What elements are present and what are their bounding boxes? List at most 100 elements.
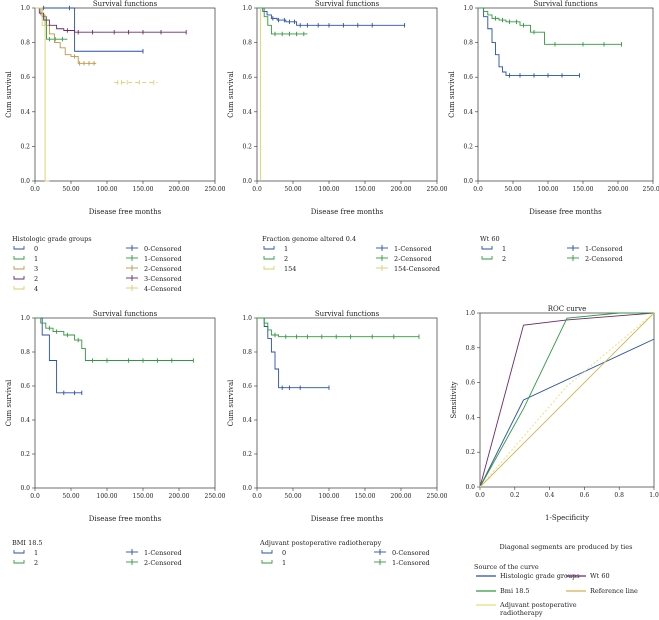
legend-label: 154 — [284, 265, 296, 273]
y-tick-label: 0.8 — [242, 40, 252, 47]
legend-label: 4 — [34, 285, 38, 293]
legend-label: 3 — [34, 265, 38, 273]
legend-swatch — [13, 276, 25, 280]
y-tick-label: 1.0 — [20, 315, 30, 322]
y-tick-label: 0.2 — [463, 143, 473, 150]
series-1 — [257, 7, 405, 26]
y-tick-label: 0.8 — [20, 349, 30, 356]
y-tick-label: 0.0 — [242, 178, 252, 185]
y-axis-label: Cum survival — [227, 70, 235, 117]
legend-label: 1-Censored — [144, 549, 182, 557]
legend-label: 3-Censored — [144, 275, 182, 283]
plot-frame — [34, 317, 216, 489]
chart-title: Survival functions — [93, 310, 158, 318]
roc-legend-label: Reference line — [590, 587, 638, 595]
series-2 — [35, 317, 194, 361]
y-tick-label: 0.8 — [465, 345, 475, 352]
x-tick-label: 50.00 — [504, 186, 521, 193]
legend-swatch — [13, 550, 25, 554]
y-tick-label: 0.0 — [242, 485, 252, 492]
y-tick-label: 0.0 — [20, 485, 30, 492]
x-tick-label: 0.6 — [580, 492, 590, 499]
y-tick-label: 0.0 — [463, 178, 473, 185]
legend-swatch — [263, 246, 275, 250]
series-Wt 60 — [479, 312, 655, 488]
series-1 — [35, 7, 68, 40]
x-tick-label: 200.00 — [169, 186, 190, 193]
y-axis-label: Cum survival — [5, 379, 13, 426]
y-tick-label: 0.2 — [465, 449, 475, 456]
roc-legend-label: Adjuvant postoperative — [499, 601, 577, 609]
x-tick-label: 100.00 — [97, 493, 118, 500]
legend-label: 1 — [34, 255, 38, 263]
y-tick-label: 0.4 — [465, 414, 475, 421]
y-tick-label: 1.0 — [20, 5, 30, 12]
legend-label: 2 — [502, 255, 506, 263]
y-tick-label: 0.4 — [242, 417, 252, 424]
y-axis-label: Cum survival — [227, 379, 235, 426]
legend-swatch — [481, 246, 493, 250]
x-tick-label: 150.00 — [133, 186, 154, 193]
x-tick-label: 200.00 — [608, 186, 629, 193]
y-tick-label: 0.2 — [242, 143, 252, 150]
chart-title: Survival functions — [315, 0, 380, 8]
x-tick-label: 1.0 — [649, 492, 659, 499]
chart-title: Survival functions — [533, 0, 598, 8]
x-tick-label: 200.00 — [391, 186, 412, 193]
legend-label: 0 — [282, 549, 286, 557]
plot-frame — [256, 7, 438, 182]
y-tick-label: 0.8 — [20, 40, 30, 47]
series-2 — [257, 7, 308, 35]
series-1 — [257, 317, 419, 338]
legend-label: 1-Censored — [144, 255, 182, 263]
legend-label: 2-Censored — [144, 265, 182, 273]
x-tick-label: 250.00 — [427, 186, 448, 193]
legend-label: 2-Censored — [585, 255, 623, 263]
series-Histologic grade groups — [479, 338, 655, 488]
legend-label: 2 — [34, 559, 38, 567]
x-tick-label: 100.00 — [319, 493, 340, 500]
legend-label: 0-Censored — [392, 549, 430, 557]
y-tick-label: 1.0 — [242, 5, 252, 12]
legend-title: BMI 18.5 — [12, 539, 43, 547]
y-tick-label: 0.2 — [20, 143, 30, 150]
y-tick-label: 0.0 — [20, 178, 30, 185]
x-tick-label: 0.4 — [545, 492, 555, 499]
x-tick-label: 0.2 — [510, 492, 520, 499]
x-tick-label: 0.0 — [30, 493, 40, 500]
legend-swatch — [481, 256, 493, 260]
x-axis-label: Disease free months — [311, 515, 384, 523]
x-tick-label: 50.00 — [62, 186, 79, 193]
legend-label: 2 — [284, 255, 288, 263]
x-axis-label: 1-Specificity — [545, 514, 589, 522]
legend-swatch — [13, 266, 25, 270]
roc-note: Diagonal segments are produced by ties — [500, 543, 633, 551]
y-tick-label: 0.6 — [465, 380, 475, 387]
x-tick-label: 250.00 — [205, 493, 226, 500]
x-axis-label: Disease free months — [529, 208, 602, 216]
y-tick-label: 0.4 — [463, 109, 473, 116]
x-tick-label: 150.00 — [573, 186, 594, 193]
series-2 — [35, 7, 187, 33]
series-4 — [35, 7, 50, 182]
x-axis-label: Disease free months — [89, 208, 162, 216]
plot-frame — [34, 7, 216, 182]
x-tick-label: 50.00 — [284, 186, 301, 193]
x-axis-label: Disease free months — [89, 515, 162, 523]
y-tick-label: 1.0 — [463, 5, 473, 12]
plot-frame — [256, 317, 438, 489]
series-0 — [257, 317, 329, 389]
y-tick-label: 0.6 — [242, 383, 252, 390]
legend-label: 154-Censored — [394, 265, 440, 273]
legend-label: 2 — [34, 275, 38, 283]
legend-swatch — [263, 256, 275, 260]
legend-swatch — [263, 266, 275, 270]
legend-label: 1 — [502, 245, 506, 253]
legend-label: 1-Censored — [585, 245, 623, 253]
legend-label: 1 — [34, 549, 38, 557]
legend-swatch — [261, 550, 273, 554]
x-tick-label: 50.00 — [62, 493, 79, 500]
